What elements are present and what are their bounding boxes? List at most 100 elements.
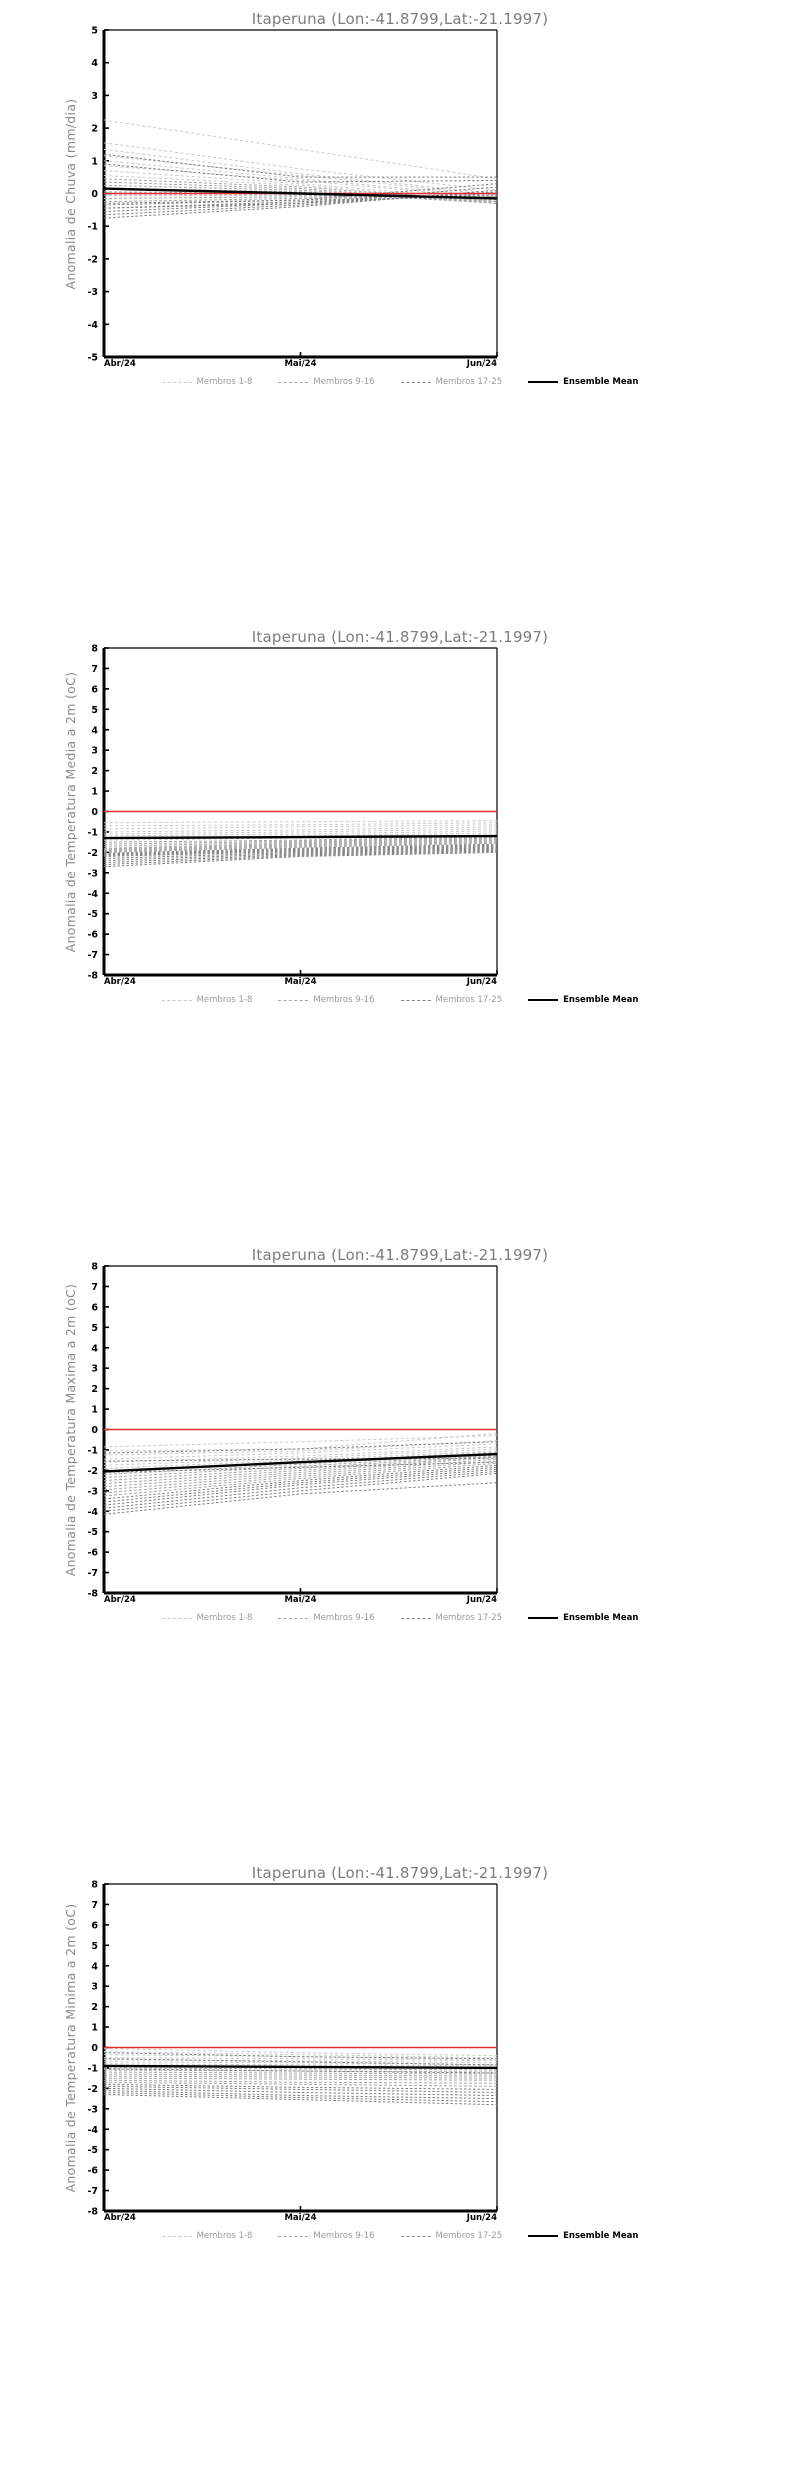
series-group <box>104 2046 497 2106</box>
legend-swatch-line-icon <box>400 1617 431 1619</box>
legend-item-label: Membros 1-8 <box>196 995 253 1005</box>
legend-item-label: Membros 17-25 <box>435 2231 503 2241</box>
y-tick-label: -3 <box>87 2104 98 2115</box>
legend-item[interactable]: Membros 17-25 <box>400 2231 503 2241</box>
member-line <box>104 828 497 835</box>
legend-swatch-line-icon <box>528 2235 559 2237</box>
y-tick-label: 6 <box>91 684 98 695</box>
legend-swatch-line-icon <box>161 2235 192 2237</box>
ensemble-mean-line <box>104 1452 497 1473</box>
legend-item[interactable]: Membros 1-8 <box>161 377 252 387</box>
y-tick-label: 7 <box>91 1900 98 1911</box>
y-tick-label: -8 <box>87 971 98 982</box>
legend-item-label: Membros 9-16 <box>313 1613 375 1623</box>
legend-swatch-line-icon <box>278 999 309 1001</box>
panel-title: Itaperuna (Lon:-41.8799,Lat:-21.1997) <box>251 10 549 28</box>
member-line <box>104 839 497 850</box>
member-line <box>104 1466 497 1503</box>
member-line <box>104 1460 497 1494</box>
legend-item[interactable]: Membros 9-16 <box>278 1613 375 1623</box>
y-tick-label: 2 <box>91 124 98 135</box>
y-tick-label: -4 <box>87 2125 98 2136</box>
legend-item[interactable]: Membros 9-16 <box>278 377 375 387</box>
legend-item[interactable]: Membros 9-16 <box>278 2231 375 2241</box>
member-line <box>104 841 497 852</box>
ensemble-mean-line <box>104 2064 497 2070</box>
legend-swatch-line-icon <box>400 999 431 1001</box>
legend-item[interactable]: Membros 1-8 <box>161 1613 253 1623</box>
member-line <box>104 838 497 849</box>
member-line <box>104 1455 497 1485</box>
member-line <box>104 148 497 194</box>
y-tick-label: -2 <box>87 254 98 265</box>
legend-swatch-line-icon <box>528 381 559 383</box>
x-tick-label: Mai/24 <box>284 1595 316 1605</box>
member-line <box>104 1464 497 1500</box>
plot-area: -5 -4 -3 -2 -1 0 1 2 3 4 5 Abr/24 Mai/24 Jun/24 <box>87 26 498 369</box>
legend-item[interactable]: Membros 1-8 <box>161 995 253 1005</box>
y-tick-label: 2 <box>91 2002 98 2013</box>
legend-item[interactable]: Membros 1-8 <box>161 2231 252 2241</box>
y-tick-label: 1 <box>91 1405 98 1416</box>
legend-item[interactable]: Membros 17-25 <box>400 377 503 387</box>
y-tick-label: -1 <box>87 2063 98 2074</box>
legend-item[interactable]: Ensemble Mean <box>528 2231 638 2241</box>
member-line <box>104 824 497 830</box>
legend-item-label: Membros 17-25 <box>435 377 503 387</box>
member-line <box>104 1435 497 1448</box>
y-tick-label: -7 <box>87 2186 98 2197</box>
legend-item-label: Ensemble Mean <box>563 377 639 387</box>
legend-swatch-line-icon <box>528 1617 559 1619</box>
member-line <box>104 2052 497 2060</box>
chart-legend: Membros 1-8 Membros 9-16 Membros 17-25 Ense… <box>0 375 800 389</box>
x-tick-label: Mai/24 <box>284 2213 316 2223</box>
panel-title: Itaperuna (Lon:-41.8799,Lat:-21.1997) <box>251 628 549 646</box>
x-tick-label: Abr/24 <box>104 1595 136 1605</box>
member-line <box>104 153 497 178</box>
y-tick-label: -6 <box>87 2166 98 2177</box>
member-line <box>104 2048 497 2057</box>
legend-item-label: Membros 9-16 <box>313 995 375 1005</box>
member-line <box>104 822 497 827</box>
member-line <box>104 2094 497 2106</box>
member-line <box>104 826 497 833</box>
panel-title: Itaperuna (Lon:-41.8799,Lat:-21.1997) <box>251 1864 549 1882</box>
member-line <box>104 1440 497 1456</box>
y-tick-label: 8 <box>91 1880 98 1891</box>
plot-area: -8 -7 -6 -5 -4 -3 -2 -1 0 1 2 3 4 5 6 7 8 Abr/24 Mai/24 Jun… <box>87 1880 498 2223</box>
y-tick-label: -6 <box>87 1548 98 1559</box>
member-line <box>104 194 497 201</box>
legend-item[interactable]: Ensemble Mean <box>528 1613 638 1623</box>
x-tick-label: Mai/24 <box>284 977 316 987</box>
y-tick-label: -5 <box>87 1527 98 1538</box>
y-tick-label: -2 <box>87 2084 98 2095</box>
y-tick-label: 5 <box>91 1323 98 1334</box>
y-tick-label: -3 <box>87 1486 98 1497</box>
member-line <box>104 2073 497 2077</box>
legend-swatch-line-icon <box>528 999 559 1001</box>
chart-legend: Membros 1-8 Membros 9-16 Membros 17-25 Ense… <box>0 2229 800 2243</box>
legend-item[interactable]: Ensemble Mean <box>528 377 638 387</box>
chart-panel: Itaperuna (Lon:-41.8799,Lat:-21.1997) Ano… <box>0 0 800 618</box>
y-tick-label: 5 <box>91 1941 98 1952</box>
y-tick-label: 8 <box>91 644 98 655</box>
y-tick-label: -8 <box>87 1589 98 1600</box>
legend-item-label: Ensemble Mean <box>563 1613 639 1623</box>
legend-item-label: Membros 1-8 <box>196 1613 253 1623</box>
legend-item[interactable]: Membros 17-25 <box>400 1613 502 1623</box>
member-line <box>104 1472 497 1512</box>
y-tick-label: -5 <box>87 2145 98 2156</box>
series-group <box>104 1428 497 1515</box>
y-tick-label: 2 <box>91 1384 98 1395</box>
legend-item[interactable]: Membros 17-25 <box>400 995 502 1005</box>
member-line <box>104 2075 497 2079</box>
legend-item[interactable]: Ensemble Mean <box>528 995 638 1005</box>
legend-swatch-line-icon <box>161 1617 192 1619</box>
member-line <box>104 2067 497 2071</box>
legend-item-label: Membros 9-16 <box>313 377 375 387</box>
y-tick-label: 1 <box>91 2023 98 2034</box>
legend-item-label: Ensemble Mean <box>563 995 639 1005</box>
legend-item[interactable]: Membros 9-16 <box>278 995 375 1005</box>
member-line <box>104 2081 497 2087</box>
member-line <box>104 2054 497 2061</box>
